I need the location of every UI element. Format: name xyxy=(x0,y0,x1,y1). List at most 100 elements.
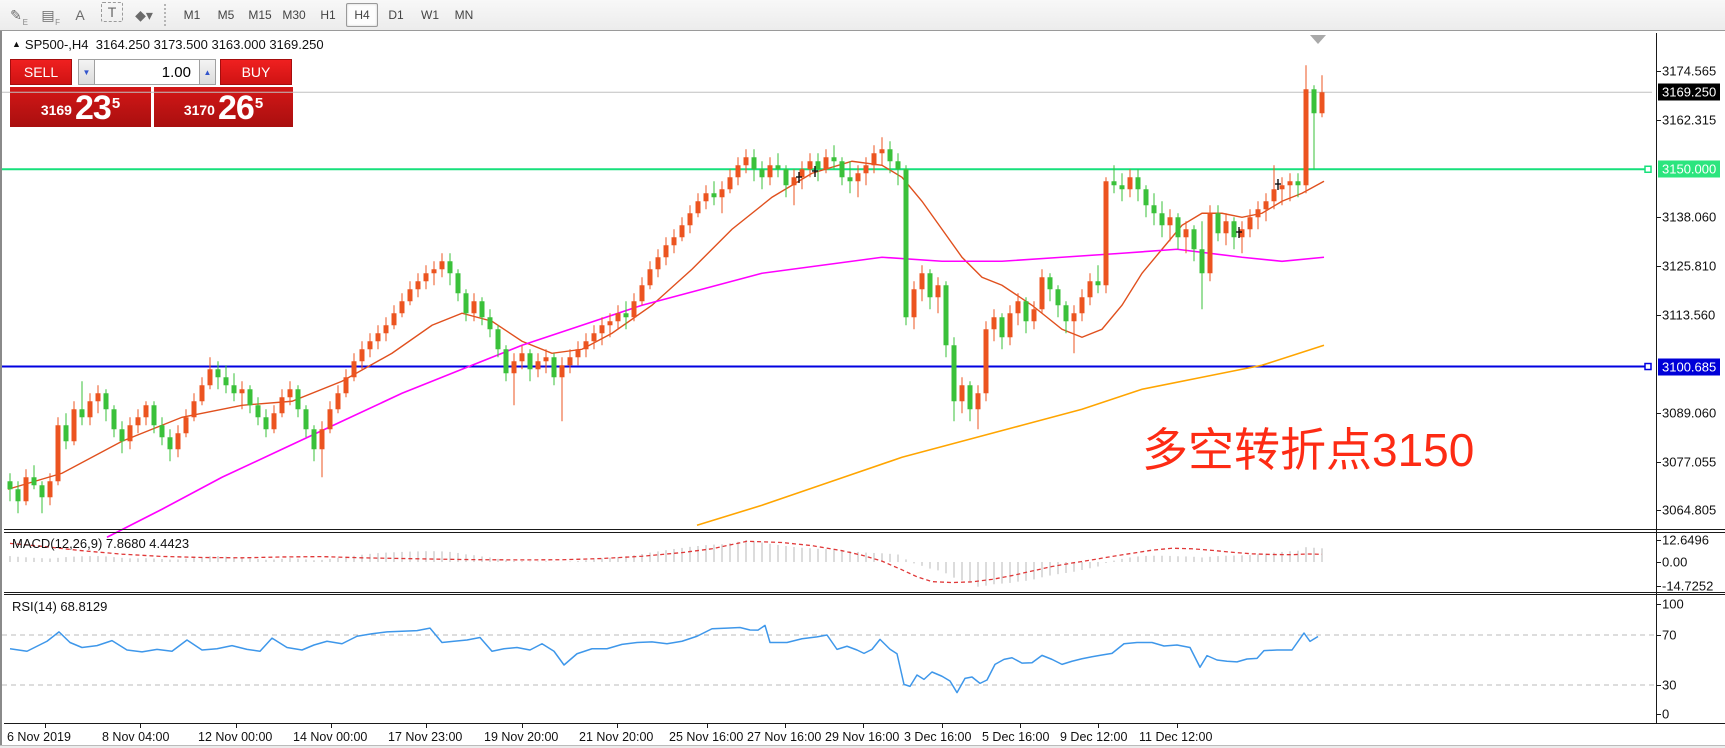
buy-quote[interactable]: 3170 26 5 xyxy=(154,87,293,127)
sell-price-sup: 5 xyxy=(111,95,121,112)
rsi-axis-label: 0 xyxy=(1662,706,1670,722)
time-axis-label: 3 Dec 16:00 xyxy=(904,730,972,744)
time-axis-label: 9 Dec 12:00 xyxy=(1060,730,1128,744)
timeframe-group: M1 M5 M15 M30 H1 H4 D1 W1 MN xyxy=(175,3,481,27)
time-axis-border xyxy=(4,723,1725,724)
time-axis-tick xyxy=(863,723,864,728)
volume-increase-button[interactable]: ▲ xyxy=(199,59,216,85)
time-axis-tick xyxy=(617,723,618,728)
axis-tick xyxy=(1656,71,1661,72)
time-axis-label: 19 Nov 20:00 xyxy=(484,730,559,744)
chart-shift-icon[interactable]: ✎ E xyxy=(10,6,28,28)
time-axis-tick xyxy=(942,723,943,728)
chart-text-annotation[interactable]: 多空转折点3150 xyxy=(1142,424,1475,476)
sell-price-big: 23 xyxy=(74,89,112,127)
timeframe-m15[interactable]: M15 xyxy=(248,8,272,22)
ohlc-open: 3164.250 xyxy=(95,37,150,52)
rsi-pane[interactable] xyxy=(2,595,1654,723)
time-axis-label: 14 Nov 00:00 xyxy=(293,730,368,744)
sell-button[interactable]: SELL xyxy=(10,59,72,85)
buy-price-sup: 5 xyxy=(254,95,264,112)
timeframe-h4[interactable]: H4 xyxy=(346,3,378,27)
rsi-axis-label: 70 xyxy=(1662,627,1677,643)
time-axis-label: 12 Nov 00:00 xyxy=(198,730,273,744)
timeframe-w1[interactable]: W1 xyxy=(421,8,439,22)
time-axis-label: 6 Nov 2019 xyxy=(7,730,71,744)
price-axis-label: 3100.685 xyxy=(1658,358,1721,376)
ohlc-high: 3173.500 xyxy=(153,37,208,52)
time-axis-tick xyxy=(522,723,523,728)
rsi-axis-label: 100 xyxy=(1662,596,1684,612)
pane-splitter[interactable] xyxy=(4,529,1725,530)
time-axis-label: 29 Nov 16:00 xyxy=(825,730,900,744)
macd-label: MACD(12,26,9) 7.8680 4.4423 xyxy=(12,536,190,551)
time-axis-tick xyxy=(1020,723,1021,728)
time-axis-tick xyxy=(236,723,237,728)
timeframe-m30[interactable]: M30 xyxy=(282,8,306,22)
pane-splitter[interactable] xyxy=(4,592,1725,593)
axis-tick xyxy=(1656,586,1661,587)
axis-tick xyxy=(1656,315,1661,316)
buy-price-prefix: 3170 xyxy=(183,102,215,118)
toolbar: ✎ E ▤ F A T ◆▾ M1 M5 M15 M30 H1 H4 D1 W1 MN xyxy=(0,0,1725,31)
time-axis-tick xyxy=(331,723,332,728)
text-box-icon[interactable]: T xyxy=(101,2,123,22)
axis-tick xyxy=(1656,714,1661,715)
window-bottom-edge xyxy=(0,745,1725,748)
axis-tick xyxy=(1656,562,1661,563)
macd-axis-label: -14.7252 xyxy=(1662,578,1714,594)
timeframe-h1[interactable]: H1 xyxy=(320,8,336,22)
grid-icon[interactable]: ▤ F xyxy=(41,6,60,28)
axis-tick xyxy=(1656,462,1661,463)
buy-price-big: 26 xyxy=(217,89,255,127)
time-axis-label: 11 Dec 12:00 xyxy=(1139,730,1213,744)
current-bar-pointer-icon xyxy=(1310,35,1326,44)
buy-button[interactable]: BUY xyxy=(220,59,292,85)
timeframe-d1[interactable]: D1 xyxy=(388,8,404,22)
time-axis-tick xyxy=(707,723,708,728)
price-axis-label: 3113.560 xyxy=(1662,307,1716,323)
fast-ma xyxy=(7,160,1325,490)
axis-tick xyxy=(1656,217,1661,218)
axis-tick xyxy=(1656,413,1661,414)
price-chart-pane[interactable] xyxy=(2,33,1654,538)
sell-quote[interactable]: 3169 23 5 xyxy=(10,87,151,127)
chart-window: ▲ SP500-,H4 3164.250 3173.500 3163.000 31… xyxy=(0,31,1725,745)
time-axis-tick xyxy=(1177,723,1178,728)
axis-tick xyxy=(1656,685,1661,686)
price-axis-label: 3174.565 xyxy=(1662,63,1717,79)
volume-decrease-button[interactable]: ▼ xyxy=(78,59,95,85)
axis-tick xyxy=(1656,540,1661,541)
time-axis-tick xyxy=(785,723,786,728)
collapse-arrow-icon[interactable]: ▲ xyxy=(12,39,21,49)
macd-pane[interactable] xyxy=(2,533,1654,593)
axis-tick xyxy=(1656,510,1661,511)
shapes-icon[interactable]: ◆▾ xyxy=(135,6,153,23)
ohlc-low: 3163.000 xyxy=(211,37,266,52)
text-label-icon[interactable]: A xyxy=(75,7,85,23)
symbol-name: SP500-,H4 xyxy=(24,37,89,52)
time-axis-label: 25 Nov 16:00 xyxy=(669,730,744,744)
timeframe-m5[interactable]: M5 xyxy=(217,8,235,22)
price-axis-label: 3089.060 xyxy=(1662,405,1717,421)
axis-tick xyxy=(1656,120,1661,121)
price-axis-label: 3138.060 xyxy=(1662,209,1717,225)
volume-input[interactable] xyxy=(95,59,199,85)
rsi-axis-label: 30 xyxy=(1662,677,1677,693)
chart-header: ▲ SP500-,H4 3164.250 3173.500 3163.000 31… xyxy=(12,37,324,52)
axis-tick xyxy=(1656,604,1661,605)
price-axis-label: 3125.810 xyxy=(1662,258,1717,274)
time-axis-tick xyxy=(426,723,427,728)
pane-splitter[interactable] xyxy=(4,532,1725,533)
macd-axis-label: 0.00 xyxy=(1662,554,1688,570)
pane-splitter[interactable] xyxy=(4,594,1725,595)
axis-tick xyxy=(1656,266,1661,267)
time-axis-label: 17 Nov 23:00 xyxy=(388,730,463,744)
timeframe-mn[interactable]: MN xyxy=(454,8,474,22)
toolbar-separator xyxy=(164,4,171,26)
rsi-label: RSI(14) 68.8129 xyxy=(12,599,108,614)
timeframe-m1[interactable]: M1 xyxy=(183,8,201,22)
price-axis-label: 3169.250 xyxy=(1658,83,1721,101)
price-axis-label: 3064.805 xyxy=(1662,502,1717,518)
